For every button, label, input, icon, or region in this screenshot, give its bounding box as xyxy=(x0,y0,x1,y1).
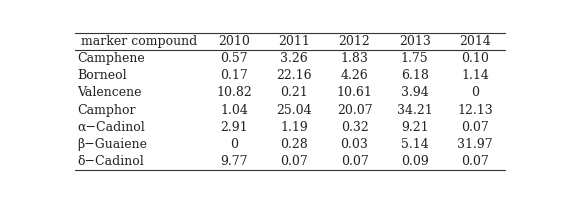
Text: 10.82: 10.82 xyxy=(216,86,252,99)
Text: Camphor: Camphor xyxy=(78,104,136,117)
Text: 2012: 2012 xyxy=(338,35,370,48)
Text: Camphene: Camphene xyxy=(78,52,145,65)
Text: 2.91: 2.91 xyxy=(220,121,248,134)
Text: 9.77: 9.77 xyxy=(220,155,248,168)
Text: 0.09: 0.09 xyxy=(401,155,428,168)
Text: 0.57: 0.57 xyxy=(220,52,248,65)
Text: β−Guaiene: β−Guaiene xyxy=(78,138,147,151)
Text: 0.03: 0.03 xyxy=(341,138,368,151)
Text: 25.04: 25.04 xyxy=(277,104,312,117)
Text: 1.75: 1.75 xyxy=(401,52,428,65)
Text: 0: 0 xyxy=(230,138,238,151)
Text: 2014: 2014 xyxy=(459,35,491,48)
Text: 4.26: 4.26 xyxy=(341,69,368,82)
Text: 1.14: 1.14 xyxy=(461,69,489,82)
Text: δ−Cadinol: δ−Cadinol xyxy=(78,155,144,168)
Text: 0: 0 xyxy=(471,86,479,99)
Text: 34.21: 34.21 xyxy=(397,104,432,117)
Text: α−Cadinol: α−Cadinol xyxy=(78,121,145,134)
Text: 0.07: 0.07 xyxy=(461,155,489,168)
Text: 20.07: 20.07 xyxy=(337,104,372,117)
Text: 0.32: 0.32 xyxy=(341,121,368,134)
Text: 0.07: 0.07 xyxy=(461,121,489,134)
Text: 10.61: 10.61 xyxy=(337,86,372,99)
Text: Borneol: Borneol xyxy=(78,69,127,82)
Text: 1.19: 1.19 xyxy=(281,121,308,134)
Text: 3.94: 3.94 xyxy=(401,86,428,99)
Text: 0.07: 0.07 xyxy=(281,155,308,168)
Text: 2013: 2013 xyxy=(399,35,431,48)
Text: 6.18: 6.18 xyxy=(401,69,428,82)
Text: 3.26: 3.26 xyxy=(281,52,308,65)
Text: 0.10: 0.10 xyxy=(461,52,489,65)
Text: 0.17: 0.17 xyxy=(220,69,248,82)
Text: 2011: 2011 xyxy=(278,35,310,48)
Text: 5.14: 5.14 xyxy=(401,138,428,151)
Text: marker compound: marker compound xyxy=(82,35,198,48)
Text: Valencene: Valencene xyxy=(78,86,142,99)
Text: 22.16: 22.16 xyxy=(277,69,312,82)
Text: 0.28: 0.28 xyxy=(281,138,308,151)
Text: 0.21: 0.21 xyxy=(281,86,308,99)
Text: 9.21: 9.21 xyxy=(401,121,428,134)
Text: 2010: 2010 xyxy=(218,35,250,48)
Text: 1.83: 1.83 xyxy=(341,52,368,65)
Text: 31.97: 31.97 xyxy=(457,138,493,151)
Text: 1.04: 1.04 xyxy=(220,104,248,117)
Text: 0.07: 0.07 xyxy=(341,155,368,168)
Text: 12.13: 12.13 xyxy=(457,104,493,117)
